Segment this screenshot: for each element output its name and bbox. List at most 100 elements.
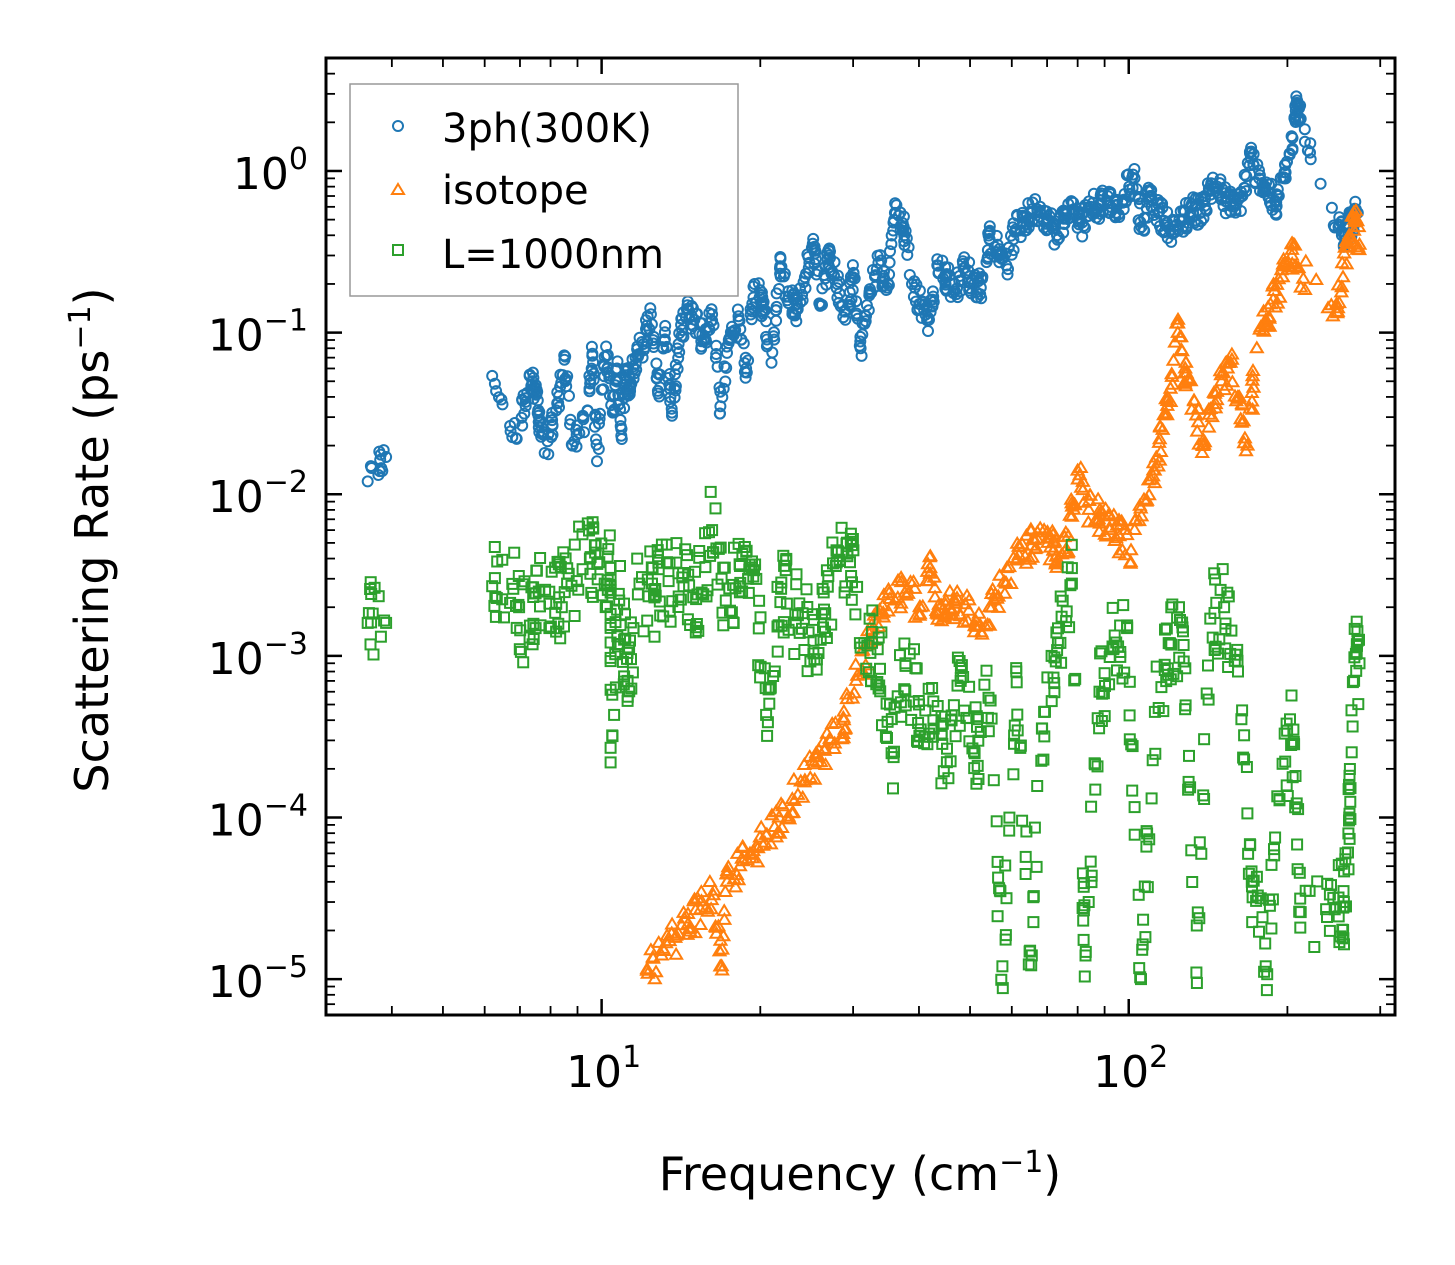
data-point (1137, 913, 1150, 926)
data-point (707, 319, 720, 332)
data-point (854, 330, 867, 343)
data-point (587, 521, 600, 534)
data-point (927, 589, 943, 603)
data-point (1349, 213, 1366, 227)
data-point (527, 617, 540, 630)
data-point (1293, 279, 1309, 293)
data-point (1269, 831, 1282, 844)
data-point (604, 756, 617, 769)
data-point (788, 648, 801, 660)
data-point (658, 326, 671, 339)
data-point (983, 220, 996, 233)
data-point (1170, 315, 1186, 329)
data-point (1000, 892, 1013, 905)
data-point (1291, 94, 1304, 107)
data-point (1191, 906, 1204, 919)
data-point (656, 943, 672, 956)
data-point (797, 772, 813, 786)
data-point (871, 643, 884, 656)
data-point (949, 730, 962, 743)
data-point (719, 863, 736, 876)
data-point (1173, 342, 1189, 355)
data-point (752, 277, 765, 290)
data-point (1163, 366, 1180, 380)
data-point (961, 592, 977, 606)
data-point (844, 556, 856, 569)
y-tick-label: 10−5 (208, 950, 308, 1008)
data-point (1281, 724, 1294, 737)
data-point (1245, 363, 1261, 376)
data-point (824, 264, 837, 276)
data-point (1273, 793, 1286, 806)
data-point (1233, 414, 1250, 428)
data-point (765, 356, 778, 369)
data-point (854, 663, 871, 677)
data-point (1160, 622, 1173, 635)
data-point (1121, 622, 1134, 635)
data-point (1239, 437, 1256, 451)
data-point (881, 585, 897, 599)
data-point (1341, 239, 1358, 253)
data-point (824, 245, 836, 258)
data-point (380, 451, 393, 463)
data-point (993, 884, 1006, 897)
data-point (736, 548, 749, 560)
data-point (631, 588, 644, 601)
data-point (1330, 277, 1347, 291)
data-point (935, 727, 948, 740)
data-point (1353, 657, 1366, 670)
data-point (570, 423, 583, 436)
x-tick-label: 102 (1093, 1040, 1168, 1098)
data-point (1027, 891, 1040, 904)
data-point (1120, 169, 1133, 182)
data-point (914, 723, 927, 736)
data-point (942, 583, 958, 597)
data-point (747, 570, 760, 583)
data-point (1314, 177, 1327, 190)
data-point (1202, 693, 1215, 706)
data-point (1125, 738, 1138, 751)
data-point (716, 391, 729, 404)
x-axis-title-sup: −1 (999, 1145, 1043, 1180)
data-point (905, 573, 922, 587)
legend-item-3ph: 3ph(300K) (392, 106, 652, 152)
data-point (1268, 843, 1280, 856)
data-point (692, 624, 705, 637)
data-point (888, 701, 901, 714)
data-point (719, 375, 732, 388)
data-point (1287, 723, 1300, 736)
data-point (1128, 828, 1141, 841)
data-point (1010, 676, 1023, 689)
data-point (1209, 392, 1225, 406)
data-point (648, 630, 661, 643)
data-point (890, 199, 903, 212)
data-point (508, 546, 521, 559)
data-point (754, 284, 766, 297)
data-point (510, 432, 523, 445)
data-point (659, 319, 672, 332)
data-point (885, 229, 898, 242)
tick-layer: 101 102 100 10−1 10−2 10−3 10−4 10−5 (208, 57, 1395, 1098)
data-point (749, 838, 765, 851)
data-point (881, 732, 893, 744)
data-point (1320, 903, 1333, 916)
data-point (593, 412, 606, 425)
data-point (1298, 253, 1314, 267)
data-point (1242, 400, 1258, 414)
data-point (1136, 943, 1149, 956)
data-point (699, 527, 712, 540)
data-point (570, 575, 583, 588)
data-point (1336, 245, 1352, 259)
data-point (997, 585, 1013, 599)
data-point (824, 251, 836, 264)
data-point (837, 720, 854, 734)
data-point (793, 597, 806, 610)
data-point (1348, 202, 1364, 216)
data-point (1065, 562, 1078, 575)
data-point (831, 269, 844, 282)
data-point (568, 538, 581, 551)
data-point (1045, 695, 1058, 708)
data-point (944, 755, 957, 768)
data-point (1062, 507, 1078, 521)
data-point (649, 583, 662, 595)
